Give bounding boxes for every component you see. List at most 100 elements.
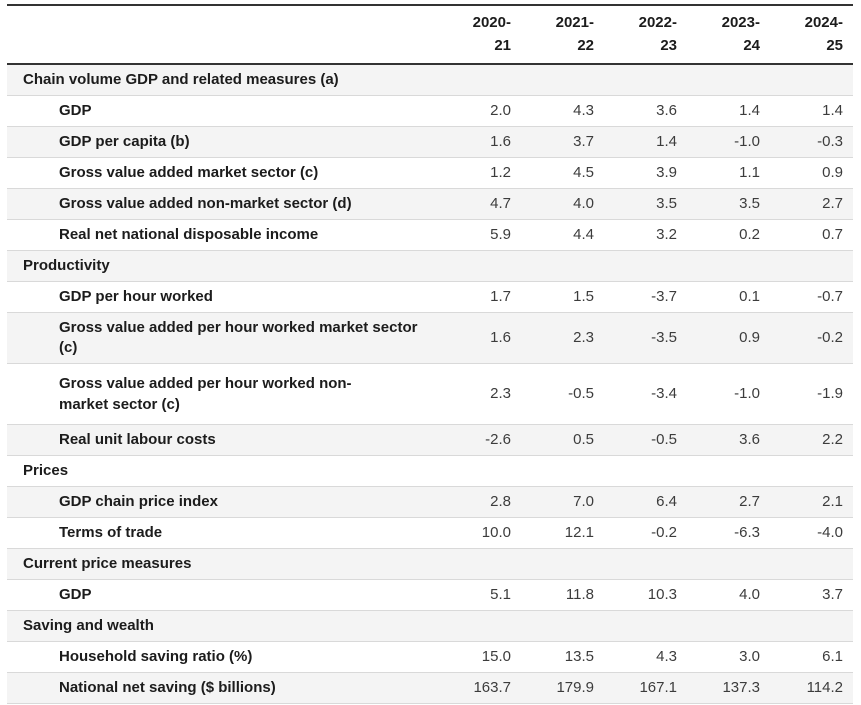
value-cell: 2.2 — [770, 424, 853, 456]
value-cell: 2.3 — [521, 312, 604, 364]
row-label: GDP per hour worked — [7, 281, 438, 313]
value-cell: 163.7 — [438, 672, 521, 704]
row-label: GDP — [7, 579, 438, 611]
value-cell: -1.0 — [687, 126, 770, 158]
value-cell: -3.5 — [604, 312, 687, 364]
value-cell: 3.9 — [604, 157, 687, 189]
table-row: Real net national disposable income 5.9 4.… — [7, 219, 853, 251]
value-cell: 3.6 — [687, 424, 770, 456]
value-cell: 1.2 — [438, 157, 521, 189]
value-cell: 0.5 — [521, 424, 604, 456]
value-cell: -1.9 — [770, 363, 853, 425]
value-cell: 2.8 — [438, 486, 521, 518]
table-row: GDP per hour worked 1.7 1.5 -3.7 0.1 -0.7 — [7, 281, 853, 313]
value-cell: 3.6 — [604, 95, 687, 127]
value-cell: 5.1 — [438, 579, 521, 611]
table-row: Real unit labour costs -2.6 0.5 -0.5 3.6 2.2 — [7, 424, 853, 456]
value-cell: 4.5 — [521, 157, 604, 189]
value-cell: 1.7 — [438, 281, 521, 313]
section-label: Prices — [7, 455, 853, 487]
value-cell: 1.6 — [438, 312, 521, 364]
section-label: Current price measures — [7, 548, 853, 580]
column-header: 2024- 25 — [770, 5, 853, 65]
table-row: GDP per capita (b) 1.6 3.7 1.4 -1.0 -0.3 — [7, 126, 853, 158]
header-empty-cell — [7, 5, 438, 65]
value-cell: 167.1 — [604, 672, 687, 704]
value-cell: 2.7 — [687, 486, 770, 518]
value-cell: 0.7 — [770, 219, 853, 251]
value-cell: -0.7 — [770, 281, 853, 313]
value-cell: 3.0 — [687, 641, 770, 673]
column-header: 2021- 22 — [521, 5, 604, 65]
row-label: National net saving ($ billions) — [7, 672, 438, 704]
value-cell: -6.3 — [687, 517, 770, 549]
row-label: Gross value added market sector (c) — [7, 157, 438, 189]
value-cell: 15.0 — [438, 641, 521, 673]
value-cell: 2.0 — [438, 95, 521, 127]
value-cell: 10.3 — [604, 579, 687, 611]
value-cell: -2.6 — [438, 424, 521, 456]
value-cell: -1.0 — [687, 363, 770, 425]
value-cell: 1.5 — [521, 281, 604, 313]
value-cell: 15.3 — [438, 703, 521, 705]
table-row: Gross value added per hour worked non- m… — [7, 363, 853, 425]
value-cell: 1.6 — [438, 126, 521, 158]
value-cell: -4.0 — [770, 517, 853, 549]
value-cell: 6.4 — [604, 486, 687, 518]
column-header: 2020- 21 — [438, 5, 521, 65]
row-label: Household saving ratio (%) — [7, 641, 438, 673]
value-cell: 1.1 — [687, 157, 770, 189]
value-cell: 3.7 — [770, 579, 853, 611]
value-cell: 20.6 — [687, 703, 770, 705]
value-cell: 6.1 — [770, 641, 853, 673]
value-cell: 3.2 — [604, 219, 687, 251]
value-cell: 4.0 — [687, 579, 770, 611]
row-label: GDP — [7, 95, 438, 127]
value-cell: 137.3 — [687, 672, 770, 704]
value-cell: 0.9 — [687, 312, 770, 364]
row-label: Terms of trade — [7, 517, 438, 549]
table-row: Household saving ratio (%) 15.0 13.5 4.3 3.0… — [7, 641, 853, 673]
row-label: GDP per capita (b) — [7, 126, 438, 158]
table-row: Terms of trade 10.0 12.1 -0.2 -6.3 -4.0 — [7, 517, 853, 549]
value-cell: 1.4 — [604, 126, 687, 158]
row-label: Real net national disposable income — [7, 219, 438, 251]
section-label: Chain volume GDP and related measures (a… — [7, 64, 853, 96]
value-cell: 12.1 — [521, 517, 604, 549]
value-cell: -0.5 — [521, 363, 604, 425]
value-cell: 11.8 — [521, 579, 604, 611]
value-cell: 4.3 — [604, 641, 687, 673]
value-cell: 4.0 — [521, 188, 604, 220]
table-row: GDP 2.0 4.3 3.6 1.4 1.4 — [7, 95, 853, 127]
value-cell: 5.9 — [438, 219, 521, 251]
value-cell: 3.7 — [521, 126, 604, 158]
table-row: GDP chain price index 2.8 7.0 6.4 2.7 2.1 — [7, 486, 853, 518]
value-cell: 179.9 — [521, 672, 604, 704]
value-cell: 2.1 — [770, 486, 853, 518]
value-cell: -3.4 — [604, 363, 687, 425]
value-cell: 19.1 — [604, 703, 687, 705]
value-cell: 2.7 — [770, 188, 853, 220]
value-cell: 4.3 — [521, 95, 604, 127]
value-cell: -3.7 — [604, 281, 687, 313]
table-row: Gross value added per hour worked market… — [7, 312, 853, 364]
section-row: Current price measures — [7, 548, 853, 580]
section-row: Productivity — [7, 250, 853, 282]
economic-measures-table: 2020- 21 2021- 22 2022- 23 2023- 24 2024- 25… — [7, 4, 853, 705]
value-cell: 21.4 — [770, 703, 853, 705]
value-cell: 0.9 — [770, 157, 853, 189]
row-label: National net worth ($ trillions) — [7, 703, 438, 705]
value-cell: 3.5 — [687, 188, 770, 220]
row-label: GDP chain price index — [7, 486, 438, 518]
table-body: Chain volume GDP and related measures (a… — [7, 64, 853, 705]
value-cell: 3.5 — [604, 188, 687, 220]
section-label: Productivity — [7, 250, 853, 282]
section-label: Saving and wealth — [7, 610, 853, 642]
section-row: Chain volume GDP and related measures (a… — [7, 64, 853, 96]
table-row: Gross value added market sector (c) 1.2 4.… — [7, 157, 853, 189]
row-label: Gross value added per hour worked market… — [7, 312, 438, 364]
row-label: Gross value added per hour worked non- m… — [7, 363, 438, 425]
value-cell: -0.2 — [770, 312, 853, 364]
value-cell: 17.8 — [521, 703, 604, 705]
value-cell: -0.5 — [604, 424, 687, 456]
